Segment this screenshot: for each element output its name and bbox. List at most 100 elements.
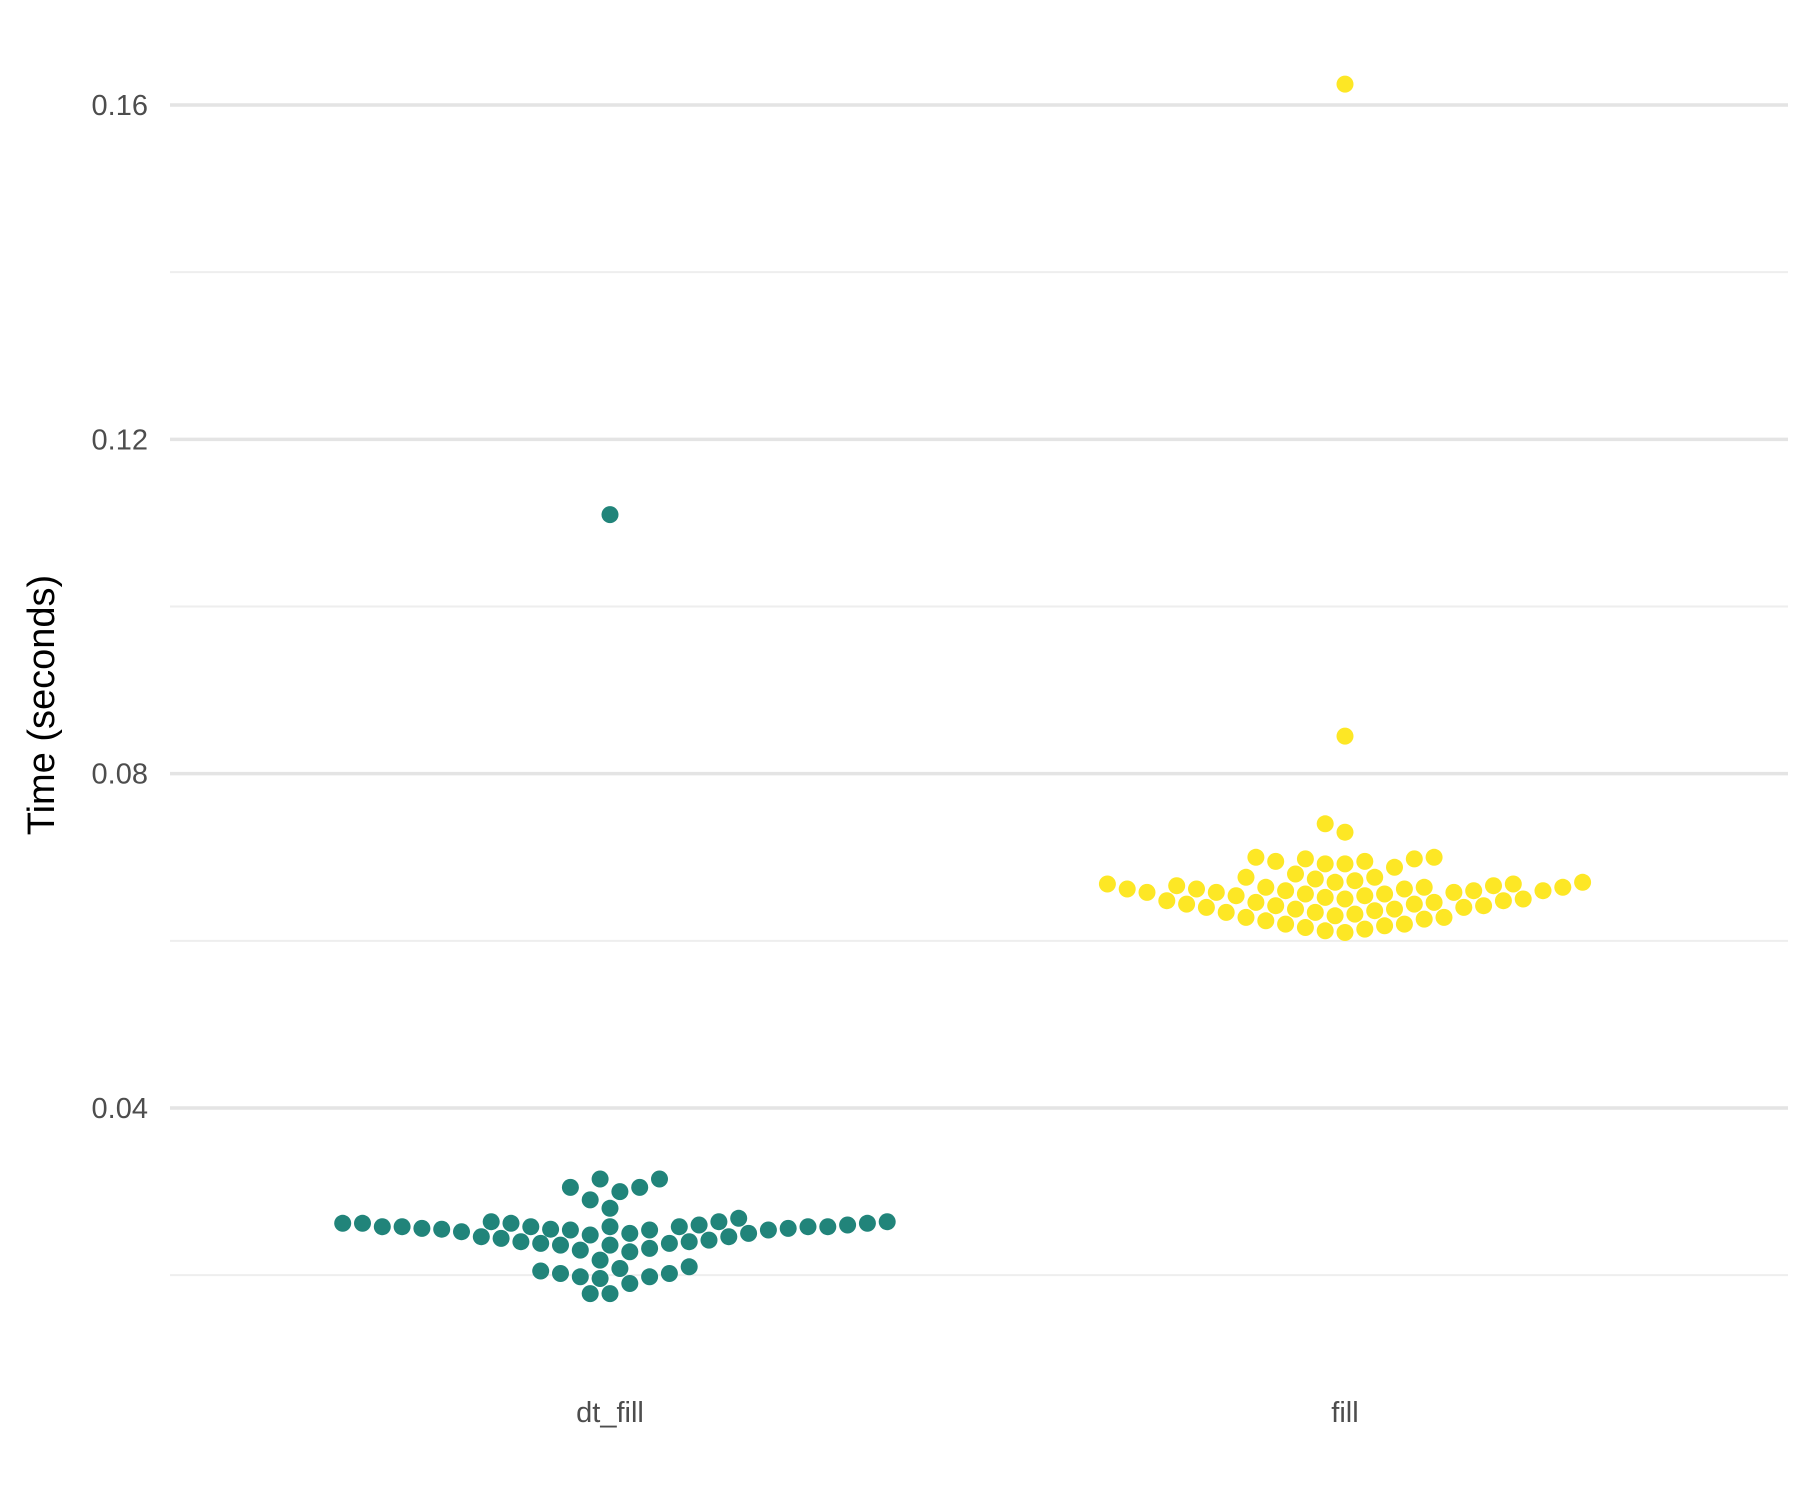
data-point-dt-fill — [581, 1285, 599, 1303]
grid-lines — [170, 103, 1788, 1277]
data-point-dt-fill — [561, 1178, 579, 1196]
data-point-dt-fill — [601, 1199, 619, 1217]
data-point-dt-fill — [651, 1170, 668, 1188]
data-point-dt-fill — [532, 1234, 550, 1252]
data-point-fill — [1316, 815, 1334, 833]
data-point-fill — [1494, 892, 1512, 910]
data-point-dt-fill — [621, 1224, 639, 1242]
data-point-fill — [1366, 868, 1384, 886]
data-point-fill — [1395, 880, 1413, 898]
data-point-dt-fill — [621, 1243, 639, 1261]
data-point-fill — [1356, 887, 1374, 905]
data-point-dt-fill — [690, 1216, 708, 1234]
data-point-dt-fill — [433, 1220, 451, 1238]
data-point-fill — [1188, 880, 1205, 898]
data-point-dt-fill — [680, 1258, 698, 1276]
data-point-dt-fill — [779, 1219, 797, 1237]
data-point-dt-fill — [680, 1233, 698, 1251]
data-point-dt-fill — [601, 1285, 619, 1303]
data-point-dt-fill — [492, 1229, 510, 1247]
data-point-fill — [1346, 905, 1364, 923]
data-point-fill — [1267, 897, 1285, 915]
data-point-fill — [1554, 878, 1572, 896]
data-point-dt-fill — [393, 1218, 411, 1236]
data-point-fill — [1227, 887, 1245, 905]
data-point-fill — [1316, 888, 1334, 906]
data-point-fill — [1356, 920, 1374, 938]
data-point-fill — [1178, 895, 1196, 913]
data-point-dt-fill — [354, 1214, 371, 1232]
data-point-fill — [1098, 875, 1116, 893]
data-point-dt-fill — [819, 1218, 837, 1236]
data-point-dt-fill — [571, 1241, 589, 1259]
data-point-fill — [1237, 908, 1255, 926]
data-point-dt-fill — [670, 1218, 688, 1236]
data-point-fill — [1336, 727, 1354, 745]
data-point-fill — [1395, 915, 1413, 933]
data-point-dt-fill — [373, 1218, 391, 1236]
data-point-dt-fill — [611, 1260, 629, 1277]
data-point-dt-fill — [660, 1265, 678, 1282]
data-point-fill — [1277, 915, 1295, 933]
data-point-fill — [1336, 890, 1354, 908]
data-point-dt-fill — [581, 1226, 599, 1244]
data-point-fill — [1306, 903, 1324, 921]
data-point-dt-fill — [641, 1268, 659, 1286]
data-point-fill — [1296, 919, 1314, 936]
data-point-fill — [1356, 852, 1374, 870]
data-point-fill — [1425, 893, 1443, 911]
data-point-fill — [1435, 908, 1453, 926]
data-point-dt-fill — [839, 1216, 857, 1234]
data-point-dt-fill — [601, 1218, 619, 1236]
data-point-fill — [1326, 907, 1344, 925]
data-point-fill — [1574, 873, 1592, 891]
data-points — [334, 75, 1592, 1303]
data-point-fill — [1326, 873, 1344, 891]
y-tick-label: 0.04 — [92, 1093, 148, 1125]
data-point-dt-fill — [591, 1270, 609, 1287]
data-point-fill — [1257, 878, 1275, 896]
data-point-dt-fill — [512, 1233, 530, 1251]
data-point-dt-fill — [700, 1231, 718, 1249]
data-point-fill — [1475, 897, 1493, 915]
data-point-fill — [1197, 898, 1215, 916]
data-point-fill — [1366, 902, 1384, 920]
y-tick-label: 0.12 — [92, 424, 148, 456]
data-point-dt-fill — [561, 1221, 579, 1239]
data-point-fill — [1336, 75, 1354, 93]
data-point-dt-fill — [858, 1214, 876, 1232]
data-point-dt-fill — [552, 1265, 569, 1282]
data-point-dt-fill — [482, 1213, 500, 1231]
data-point-dt-fill — [413, 1219, 431, 1237]
data-point-fill — [1376, 917, 1394, 935]
data-point-fill — [1405, 895, 1423, 913]
data-point-fill — [1405, 850, 1423, 868]
data-point-fill — [1247, 893, 1265, 911]
data-point-fill — [1415, 910, 1433, 928]
data-point-fill — [1138, 883, 1156, 901]
data-point-fill — [1465, 882, 1483, 900]
data-point-dt-fill — [571, 1268, 589, 1286]
data-point-dt-fill — [581, 1191, 599, 1209]
data-point-dt-fill — [522, 1218, 540, 1236]
data-point-fill — [1336, 823, 1354, 841]
data-point-fill — [1296, 850, 1314, 868]
data-point-dt-fill — [611, 1183, 629, 1201]
data-point-dt-fill — [660, 1234, 678, 1252]
data-point-fill — [1336, 855, 1354, 873]
data-point-fill — [1296, 885, 1314, 903]
data-point-dt-fill — [591, 1170, 609, 1188]
x-tick-label: dt_fill — [576, 1397, 644, 1429]
x-axis-tick-labels: dt_fill fill — [576, 1397, 1359, 1429]
data-point-fill — [1386, 858, 1403, 876]
data-point-dt-fill — [631, 1178, 649, 1196]
data-point-fill — [1158, 892, 1176, 910]
data-point-dt-fill — [641, 1221, 659, 1239]
data-point-fill — [1247, 848, 1265, 866]
data-point-dt-fill — [542, 1220, 560, 1238]
data-point-fill — [1376, 885, 1394, 903]
data-point-dt-fill — [641, 1239, 659, 1257]
data-point-fill — [1316, 855, 1334, 873]
data-point-fill — [1316, 922, 1334, 940]
